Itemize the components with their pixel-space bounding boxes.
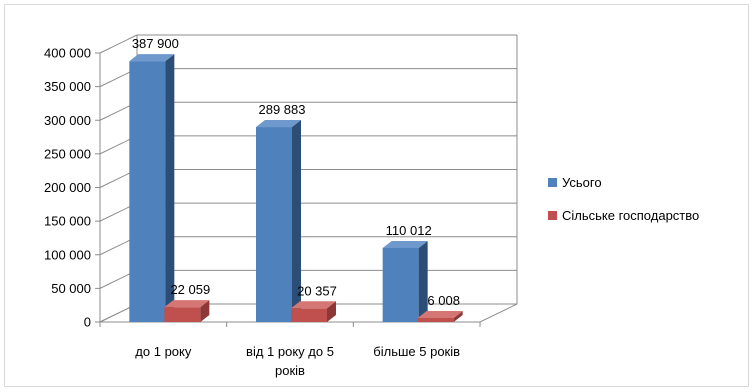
legend-label: Усього [562, 175, 602, 190]
y-tick-label: 100 000 [44, 247, 91, 262]
x-tick-label: років [275, 363, 305, 378]
bar [291, 308, 327, 322]
y-tick-label: 350 000 [44, 79, 91, 94]
y-tick-label: 200 000 [44, 180, 91, 195]
y-tick-label: 0 [84, 315, 91, 330]
y-tick-label: 250 000 [44, 146, 91, 161]
x-tick-label: від 1 року до 5 [246, 344, 334, 359]
data-label: 289 883 [259, 102, 306, 117]
data-label: 20 357 [297, 283, 337, 298]
data-label: 6 008 [427, 293, 460, 308]
data-label: 387 900 [132, 36, 179, 51]
bar [418, 318, 454, 322]
bar [164, 307, 200, 322]
bar [383, 248, 419, 322]
y-tick-label: 400 000 [44, 46, 91, 61]
x-tick-label: до 1 року [135, 344, 192, 359]
x-tick-label: більше 5 років [373, 344, 460, 359]
y-tick-label: 300 000 [44, 113, 91, 128]
legend-label: Сільське господарство [562, 208, 699, 223]
data-label: 110 012 [386, 223, 432, 238]
bar [256, 127, 292, 322]
legend-swatch [548, 178, 557, 187]
bar-side [419, 241, 428, 322]
y-tick-label: 150 000 [44, 214, 91, 229]
bar [129, 61, 165, 322]
data-label: 22 059 [170, 282, 210, 297]
y-tick-label: 50 000 [51, 281, 91, 296]
legend-swatch [548, 211, 557, 220]
